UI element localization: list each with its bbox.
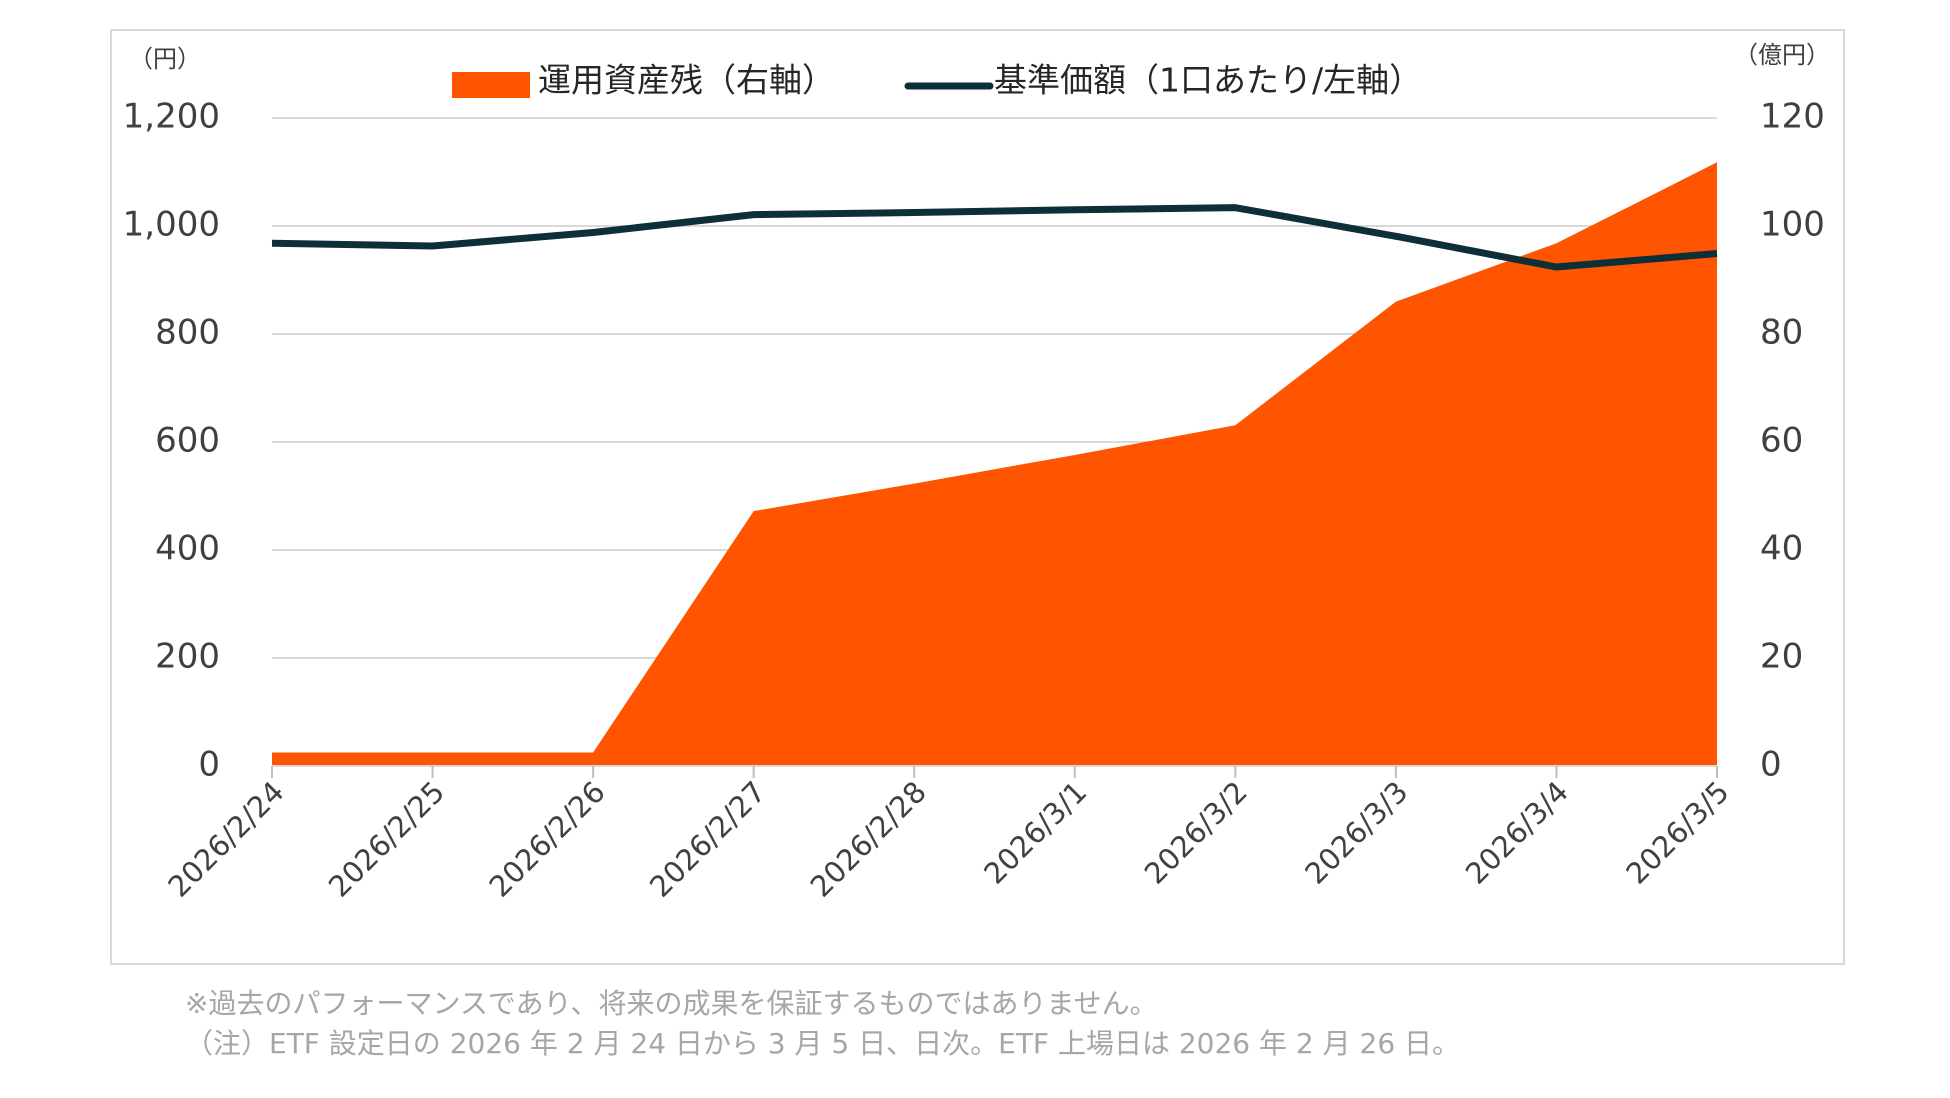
line [271, 204, 1718, 271]
area [272, 162, 1717, 766]
y2-tick-label: 40 [1760, 529, 1803, 569]
y-tick-label: 1,000 [123, 205, 220, 245]
legend-label: 運用資産残（右軸） [538, 61, 835, 100]
y2-tick-label: 100 [1760, 205, 1825, 245]
y2-tick-label: 0 [1760, 745, 1782, 785]
y2-tick-label: 60 [1760, 421, 1803, 461]
legend-label: 基準価額（1口あたり/左軸） [994, 61, 1422, 100]
y-tick-label: 600 [155, 421, 220, 461]
y-unit-label: （円） [129, 45, 201, 73]
y2-tick-label: 80 [1760, 313, 1803, 353]
y2-tick-label: 20 [1760, 637, 1803, 677]
y-tick-label: 200 [155, 637, 220, 677]
y-tick-label: 400 [155, 529, 220, 569]
y2-unit-label: （億円） [1734, 41, 1830, 69]
y-tick-label: 1,200 [123, 97, 220, 137]
legend-swatch [452, 72, 530, 98]
y-tick-label: 800 [155, 313, 220, 353]
footnote: （注）ETF 設定日の 2026 年 2 月 24 日から 3 月 5 日、日次… [185, 1027, 1460, 1060]
y2-tick-label: 120 [1760, 97, 1825, 137]
footnote: ※過去のパフォーマンスであり、将来の成果を保証するものではありません。 [185, 987, 1158, 1020]
y-tick-label: 0 [198, 745, 220, 785]
